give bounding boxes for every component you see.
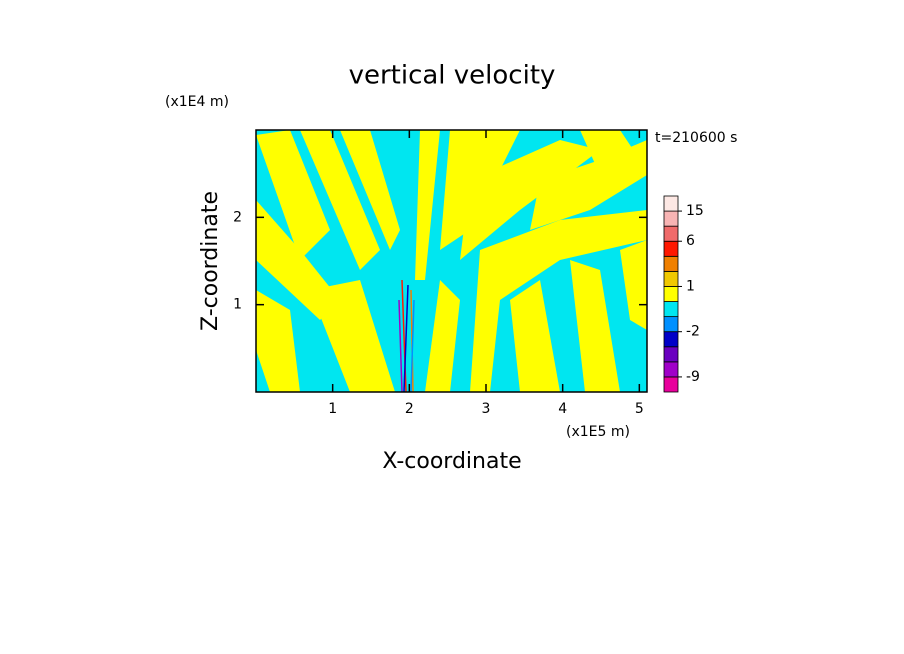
colorbar-segment — [663, 255, 679, 272]
x-tick-label: 5 — [635, 401, 644, 417]
colorbar-segment — [663, 361, 679, 378]
colorbar-segment — [663, 286, 679, 302]
x-tick-label: 4 — [558, 401, 567, 417]
colorbar-segment — [663, 331, 679, 348]
x-tick-label: 1 — [328, 401, 337, 417]
x-tick-label: 3 — [482, 401, 491, 417]
colorbar-segment — [663, 270, 679, 287]
chart-title: vertical velocity — [349, 61, 556, 91]
colorbar-segment — [663, 301, 679, 318]
colorbar-tick-label: 1 — [686, 278, 695, 294]
y-axis-label: Z-coordinate — [198, 191, 223, 331]
plot-frame — [255, 129, 648, 393]
colorbar-tick-label: -2 — [686, 324, 700, 340]
colorbar-tick-label: -9 — [686, 369, 700, 385]
colorbar-segment — [663, 210, 679, 227]
colorbar-tick-label: 15 — [686, 203, 704, 219]
colorbar-segment — [663, 346, 679, 363]
colorbar-segment — [663, 376, 679, 393]
y-tick-label: 2 — [233, 209, 242, 225]
colorbar-segment — [663, 195, 679, 212]
annotation: t=210600 s — [655, 130, 737, 146]
colorbar-segment — [663, 240, 679, 257]
colorbar-segment — [663, 316, 679, 333]
y-tick-label: 1 — [233, 297, 242, 313]
colorbar-tick-label: 6 — [686, 233, 695, 249]
x-unit: (x1E5 m) — [566, 424, 630, 440]
x-axis-label: X-coordinate — [382, 449, 521, 474]
contour-field — [256, 130, 647, 392]
x-tick-label: 2 — [405, 401, 414, 417]
y-unit: (x1E4 m) — [165, 94, 229, 110]
colorbar-segment — [663, 225, 679, 242]
